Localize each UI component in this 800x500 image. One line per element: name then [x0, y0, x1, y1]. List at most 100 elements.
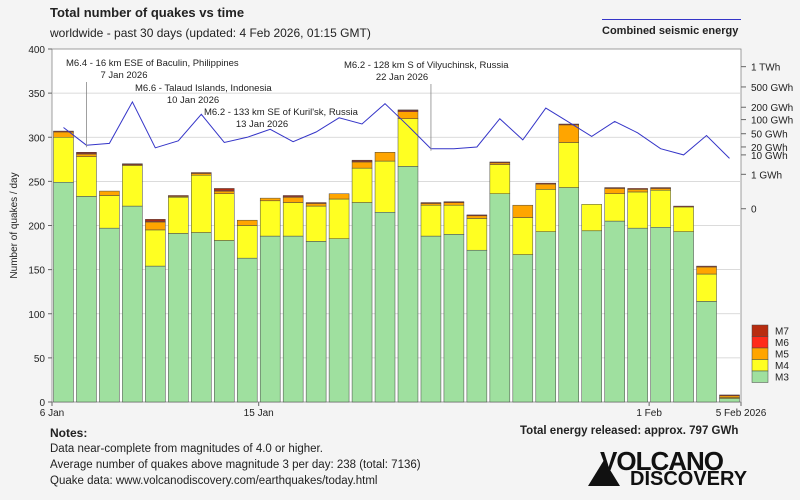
bar-m4-27-jan [535, 189, 557, 232]
legend-swatch-m6 [751, 336, 769, 349]
bar-m4-9-jan [122, 165, 143, 207]
bar-m4-26-jan [512, 217, 534, 255]
bar-m7-23-jan [443, 201, 465, 203]
legend-swatch-m5 [751, 347, 769, 360]
bar-m4-19-jan [351, 167, 373, 203]
bar-m7-13-jan [214, 188, 235, 191]
y-tick-label: 350 [28, 89, 45, 100]
bar-m7-24-jan [466, 214, 488, 217]
x-tick-label: 1 Feb [636, 408, 662, 419]
bar-m5-12-jan [191, 173, 212, 176]
bar-m7-30-jan [604, 187, 625, 189]
bar-m3-24-jan [466, 249, 488, 403]
volcano-discovery-logo[interactable]: VOLCANO DISCOVERY [588, 446, 747, 490]
notes: Notes: Data near-complete from magnitude… [50, 425, 421, 489]
bar-m3-31-jan [627, 227, 648, 403]
legend-swatch-m7 [751, 324, 769, 337]
legend-label-m5: M5 [775, 350, 789, 361]
bar-m3-20-jan [374, 212, 396, 403]
y-tick-label: 150 [28, 266, 45, 277]
bar-m5-26-jan [512, 204, 534, 218]
bar-m4-8-jan [99, 195, 120, 229]
bar-m7-17-jan [305, 202, 327, 204]
annotation-date: 10 Jan 2026 [167, 95, 219, 106]
bar-m3-26-jan [512, 254, 534, 403]
energy-legend-line [602, 19, 741, 20]
bar-m3-11-jan [168, 233, 189, 403]
volcano-icon [588, 460, 620, 486]
legend-label-m6: M6 [775, 338, 789, 349]
bar-m3-17-jan [305, 241, 327, 403]
bar-m4-11-jan [168, 197, 189, 234]
bar-m7-22-jan [420, 202, 442, 204]
bar-m3-22-jan [420, 235, 442, 403]
bar-m4-3-feb [696, 273, 717, 302]
notes-heading: Notes: [50, 426, 88, 440]
bar-m5-4-feb [719, 395, 740, 398]
bar-m3-28-jan [558, 187, 579, 403]
bar-m5-23-jan [443, 202, 465, 206]
bar-m5-1-feb [650, 188, 671, 191]
x-tick-label: 15 Jan [244, 408, 274, 419]
y-tick-label: 0 [39, 398, 45, 409]
bar-m4-6-jan [53, 137, 74, 183]
bar-m5-17-jan [305, 203, 327, 207]
bar-m4-31-jan [627, 191, 648, 229]
bar-m3-27-jan [535, 231, 557, 403]
legend-swatch-m3 [751, 370, 769, 383]
bar-m5-19-jan [351, 161, 373, 169]
annotation-label: M6.2 - 133 km SE of Kuril'sk, Russia [204, 107, 359, 118]
bar-m4-28-jan [558, 142, 579, 188]
energy-legend-label: Combined seismic energy [602, 25, 739, 37]
notes-line-2: Average number of quakes above magnitude… [50, 459, 421, 471]
bar-m3-6-jan [53, 182, 74, 403]
bar-m5-14-jan [236, 219, 258, 226]
energy-tick-label: 1 TWh [751, 63, 780, 74]
bar-m7-11-jan [168, 195, 189, 197]
bar-m5-18-jan [328, 193, 350, 200]
bar-m3-30-jan [604, 220, 625, 403]
bar-m5-21-jan [397, 111, 419, 119]
bar-m5-28-jan [558, 124, 579, 143]
x-tick-label: 6 Jan [40, 408, 64, 419]
bar-m7-16-jan [282, 195, 304, 197]
bar-m5-8-jan [99, 190, 120, 196]
annotation-date: 13 Jan 2026 [236, 119, 288, 130]
bar-m4-12-jan [191, 174, 212, 233]
bar-m4-18-jan [328, 198, 350, 239]
chart-subtitle: worldwide - past 30 days (updated: 4 Feb… [50, 26, 371, 40]
bar-m4-29-jan [581, 204, 602, 232]
bar-m4-23-jan [443, 204, 465, 235]
bar-m3-9-jan [122, 205, 143, 403]
bar-m5-3-feb [696, 266, 717, 275]
bar-m5-7-jan [76, 153, 97, 157]
energy-tick-label: 1 GWh [751, 170, 782, 181]
bar-m4-25-jan [489, 164, 511, 194]
legend-label-m7: M7 [775, 327, 789, 338]
y-tick-label: 100 [28, 310, 45, 321]
energy-tick-label: 500 GWh [751, 83, 793, 94]
x-tick-label: 5 Feb 2026 [716, 408, 767, 419]
energy-series-line [63, 100, 730, 159]
notes-line-1: Data near-complete from magnitudes of 4.… [50, 443, 323, 455]
bar-m7-2-feb [673, 205, 694, 208]
y-tick-label: 200 [28, 222, 45, 233]
bar-m3-3-feb [696, 301, 717, 403]
bar-m4-2-feb [673, 206, 694, 232]
bar-m3-18-jan [328, 238, 350, 403]
chart-title: Total number of quakes vs time [50, 5, 245, 20]
bar-m3-10-jan [145, 265, 166, 403]
bar-m4-7-jan [76, 156, 97, 197]
bar-m5-20-jan [374, 152, 396, 162]
bar-m4-16-jan [282, 202, 304, 237]
annotation-label: M6.6 - Talaud Islands, Indonesia [135, 83, 272, 94]
energy-tick-label: 50 GWh [751, 130, 788, 141]
bar-m3-19-jan [351, 202, 373, 403]
bar-m3-2-feb [673, 231, 694, 403]
bar-m4-14-jan [236, 225, 258, 259]
y-axis-label: Number of quakes / day [9, 172, 20, 278]
total-energy: Total energy released: approx. 797 GWh [520, 425, 739, 437]
energy-tick-label: 20 GWh [751, 143, 788, 154]
bar-m4-1-feb [650, 189, 671, 228]
legend-label-m4: M4 [775, 361, 789, 372]
